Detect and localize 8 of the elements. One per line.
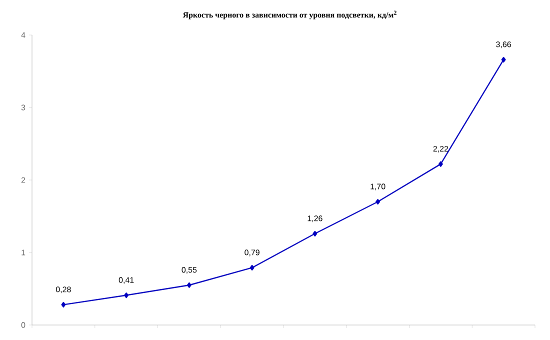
point [61, 302, 66, 308]
point [438, 161, 443, 167]
point [501, 56, 506, 62]
point [376, 198, 380, 205]
point [250, 264, 254, 271]
point [124, 292, 129, 298]
point [186, 282, 192, 288]
point [312, 230, 318, 236]
